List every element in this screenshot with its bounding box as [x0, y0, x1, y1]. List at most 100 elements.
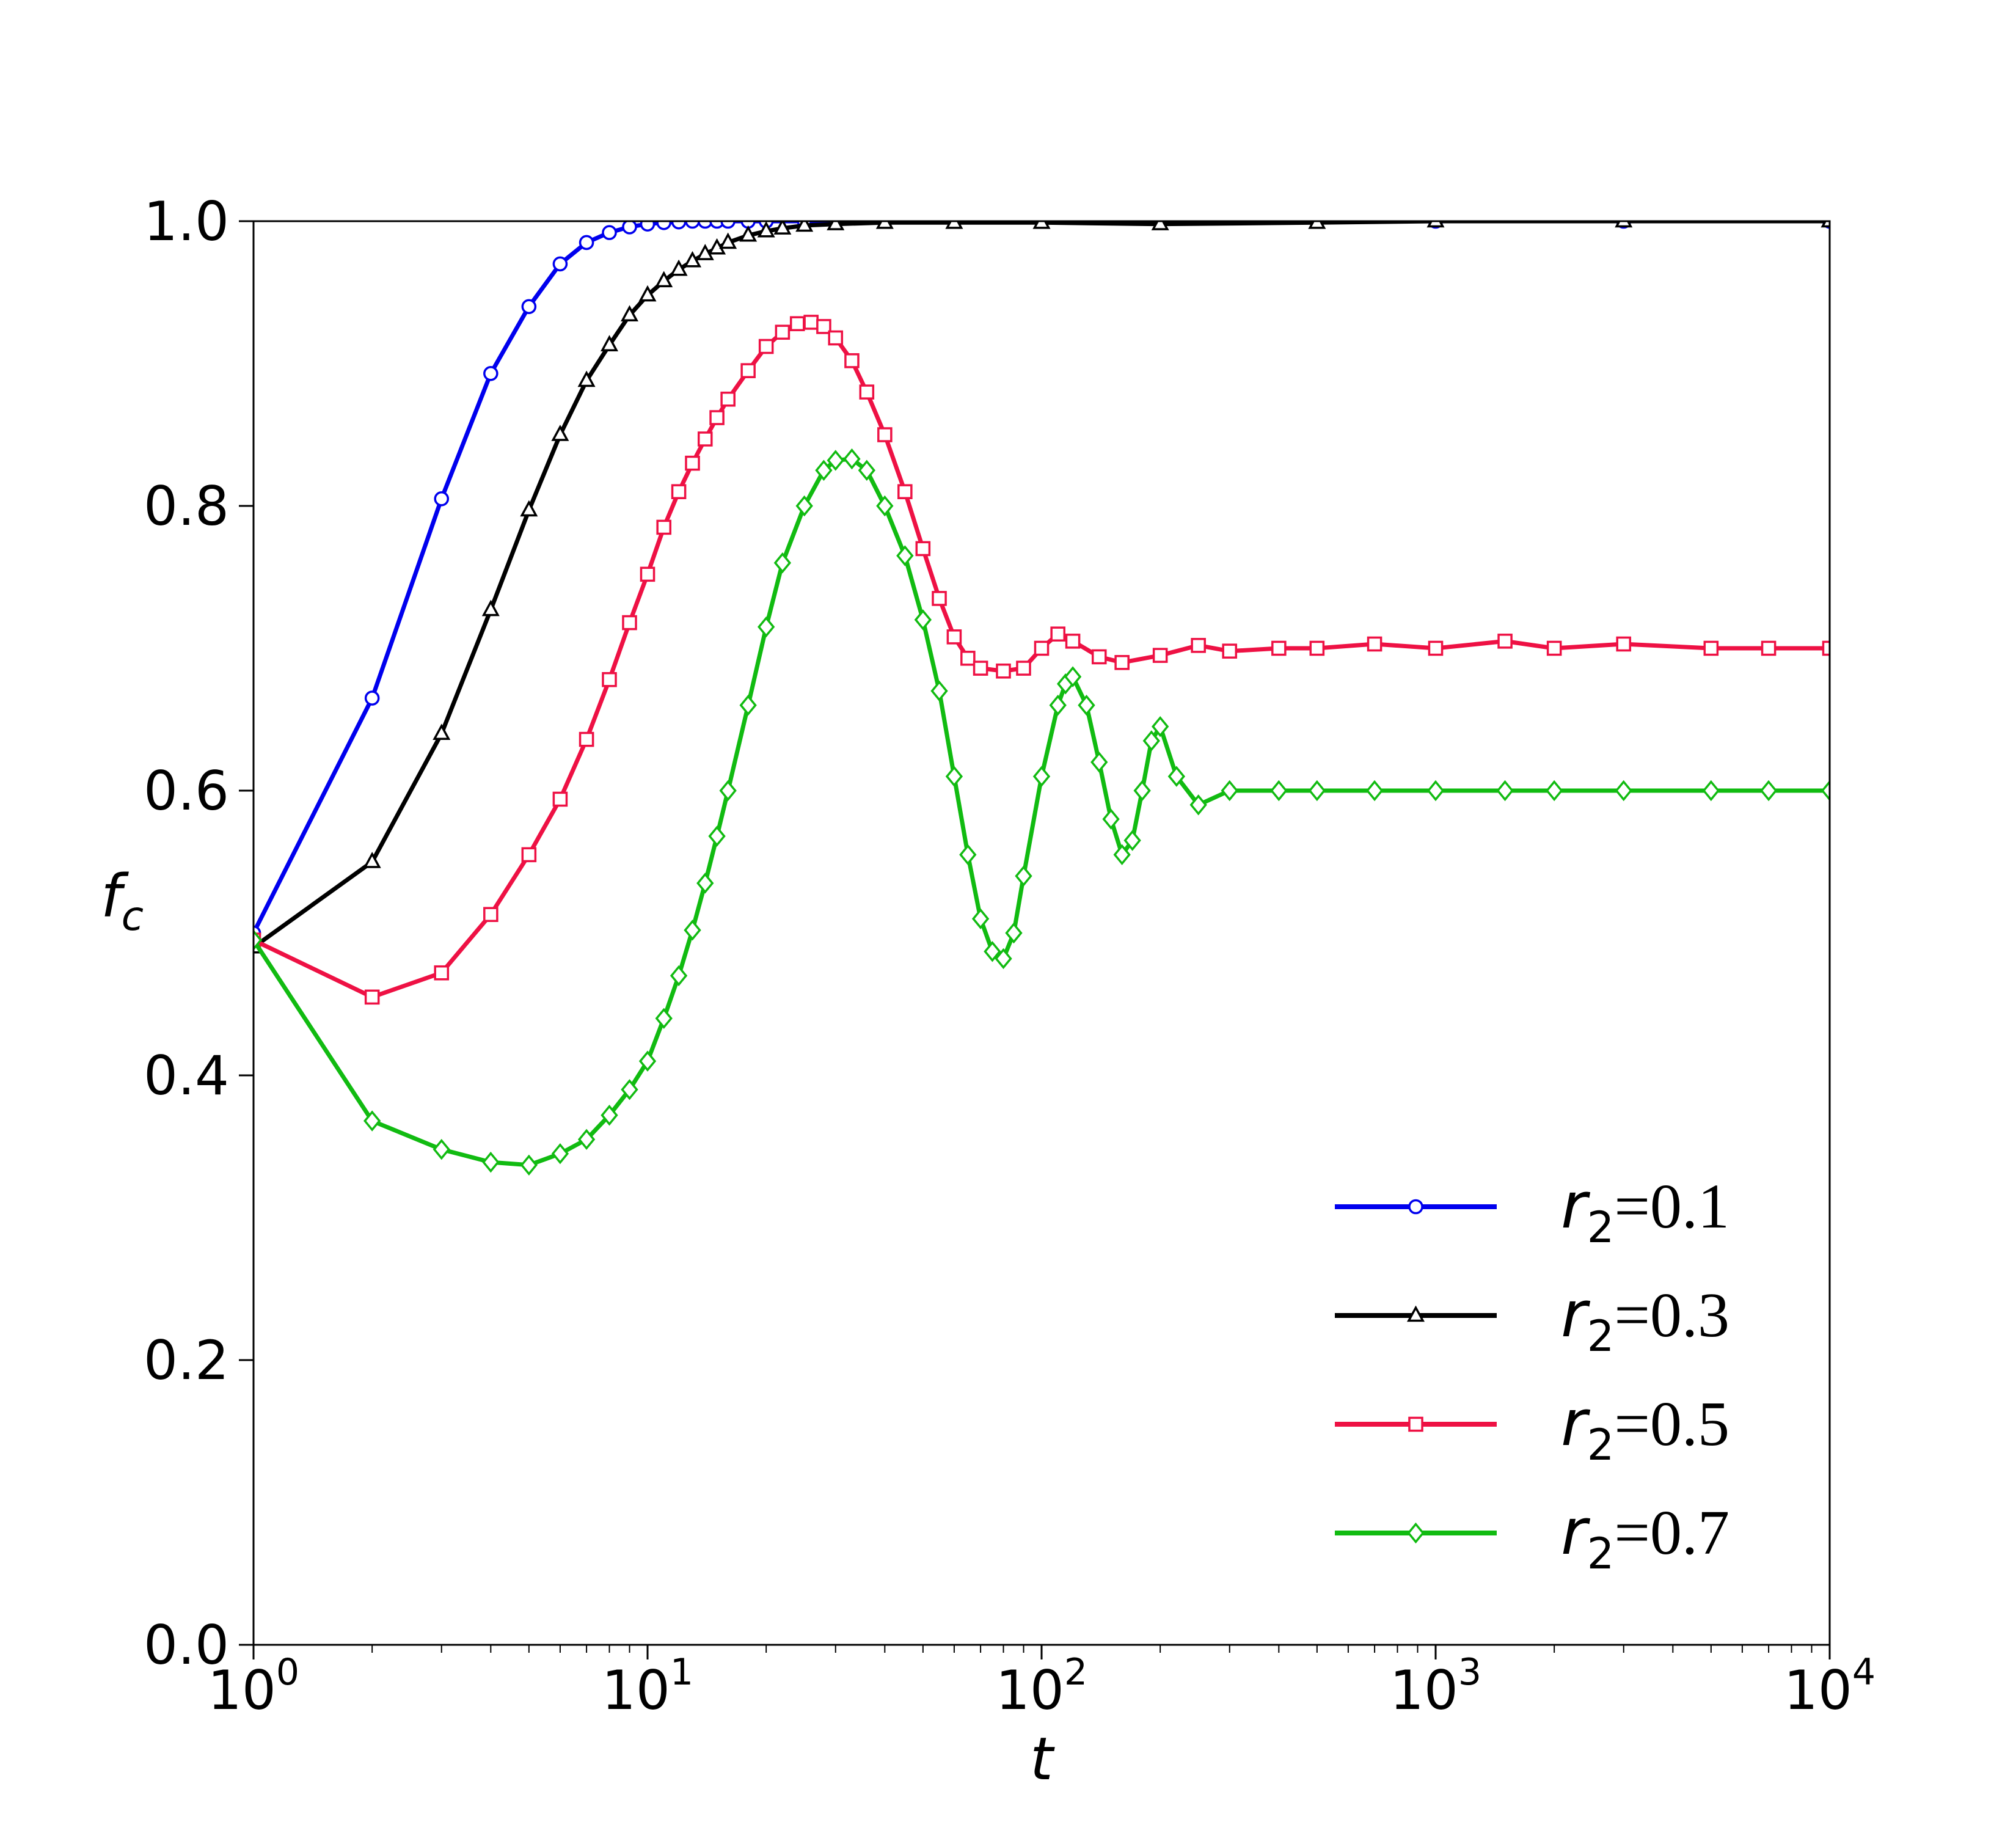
data-point	[655, 271, 673, 288]
data-point	[1308, 780, 1326, 802]
data-point	[579, 235, 594, 251]
legend-entry: r2=0.1	[1335, 1168, 1729, 1253]
x-axis-label: t	[1030, 1725, 1055, 1793]
legend-swatch-marker	[1407, 1522, 1425, 1544]
series-square	[254, 315, 1830, 1005]
data-point	[602, 225, 617, 240]
data-point	[995, 948, 1012, 970]
data-point	[254, 929, 263, 951]
x-tick-label: 100	[208, 1651, 299, 1722]
data-point	[1221, 780, 1238, 802]
data-point	[683, 251, 701, 268]
data-point	[364, 690, 380, 706]
x-tick-exponent: 0	[276, 1651, 299, 1694]
legend-label-value: =0.1	[1614, 1171, 1729, 1242]
data-point	[622, 221, 637, 235]
data-point	[697, 431, 713, 447]
data-point	[481, 599, 500, 616]
legend-label-value: =0.7	[1614, 1498, 1729, 1568]
legend-swatch-marker	[1406, 1305, 1425, 1322]
data-point	[877, 427, 893, 442]
data-point	[638, 285, 657, 302]
data-point	[1151, 221, 1169, 230]
legend-label: r2=0.3	[1561, 1277, 1729, 1361]
data-point	[552, 256, 568, 272]
data-point	[602, 671, 617, 687]
data-point	[719, 780, 737, 802]
x-tick-label: 102	[996, 1651, 1087, 1722]
data-point	[1191, 638, 1206, 653]
data-point	[720, 221, 736, 229]
data-point	[1102, 808, 1120, 830]
legend-label: r2=0.5	[1561, 1386, 1729, 1470]
data-point	[521, 299, 537, 315]
data-point	[1367, 636, 1382, 652]
x-tick-exponent: 1	[670, 1651, 693, 1694]
data-point	[1426, 780, 1445, 802]
data-point	[996, 663, 1011, 679]
data-point	[433, 723, 451, 741]
data-point	[973, 660, 988, 676]
legend-entry: r2=0.5	[1335, 1386, 1729, 1470]
data-point	[483, 366, 499, 381]
x-axis-ticks: 100 101 102 103 104	[208, 1645, 1875, 1722]
legend-label-var: r	[1561, 1386, 1591, 1460]
x-tick-exponent: 3	[1458, 1651, 1481, 1694]
data-point	[946, 629, 962, 645]
data-point	[897, 484, 913, 499]
data-point	[1428, 640, 1444, 656]
x-tick-label: 101	[602, 1651, 693, 1722]
y-tick-label: 0.0	[144, 1614, 229, 1677]
data-point	[1545, 780, 1563, 802]
data-point	[696, 873, 714, 894]
data-point	[697, 221, 713, 229]
data-point	[483, 907, 499, 923]
x-tick-exponent: 2	[1064, 1651, 1087, 1694]
data-point	[1090, 752, 1108, 773]
data-point	[521, 847, 537, 863]
data-point	[1015, 865, 1032, 887]
data-point	[1005, 922, 1023, 944]
data-point	[434, 965, 450, 981]
y-tick-label: 1.0	[144, 190, 229, 253]
legend-label-subscript: 2	[1587, 1529, 1615, 1579]
data-point	[696, 244, 714, 260]
x-tick-label: 103	[1390, 1651, 1481, 1722]
data-point	[1133, 780, 1151, 802]
x-tick-base: 10	[602, 1659, 670, 1722]
y-axis-label-subscript: c	[122, 893, 144, 940]
data-point	[739, 694, 757, 716]
data-point	[1189, 794, 1207, 816]
data-point	[684, 920, 701, 941]
data-point	[656, 519, 671, 535]
data-point	[1365, 780, 1384, 802]
data-point	[984, 941, 1001, 962]
legend-label: r2=0.1	[1561, 1168, 1729, 1253]
data-point	[364, 989, 380, 1005]
data-point	[640, 566, 656, 582]
series-diamond	[254, 448, 1830, 1176]
data-point	[1142, 730, 1160, 752]
data-point	[1151, 715, 1169, 737]
legend-label-value: =0.5	[1614, 1389, 1729, 1459]
data-point	[1821, 221, 1830, 228]
data-point	[551, 1143, 569, 1165]
data-point	[670, 259, 688, 276]
data-point	[739, 225, 758, 242]
legend-label: r2=0.7	[1561, 1495, 1729, 1579]
y-tick-label: 0.8	[144, 475, 229, 538]
data-point	[655, 1008, 673, 1030]
legend-label-subscript: 2	[1587, 1420, 1615, 1470]
data-point	[1152, 648, 1168, 663]
y-tick-label: 0.2	[144, 1329, 229, 1392]
data-point	[520, 500, 538, 517]
y-tick-label: 0.4	[144, 1044, 229, 1107]
data-point	[1496, 780, 1514, 802]
data-point	[1546, 640, 1562, 656]
data-point	[1615, 780, 1632, 802]
data-point	[803, 315, 819, 330]
data-point	[1050, 626, 1065, 642]
data-point	[520, 1154, 538, 1176]
data-point	[551, 425, 569, 441]
